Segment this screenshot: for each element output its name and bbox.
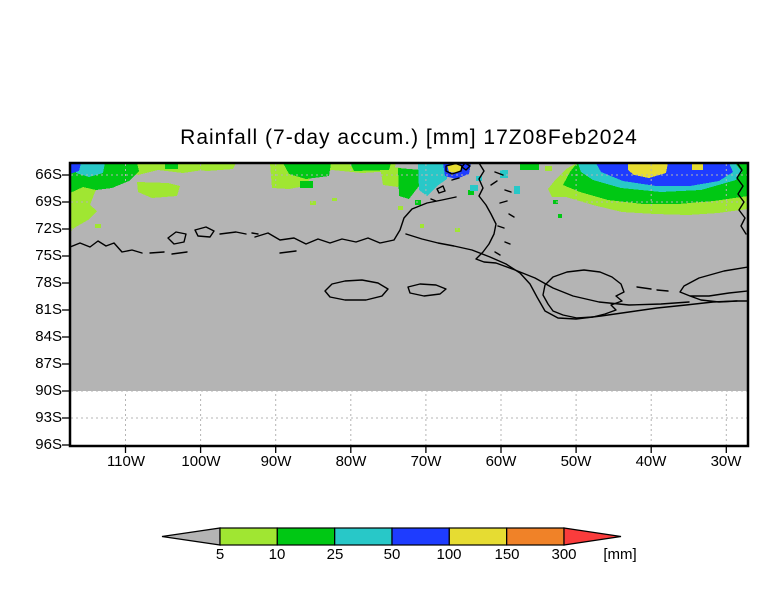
- map-border: [68, 161, 750, 448]
- lon-label-90w: 90W: [260, 453, 292, 470]
- coast-island-a: [324, 279, 389, 301]
- colorbar-arrow-above-300: [563, 527, 622, 546]
- coast-berkner-island: [542, 269, 625, 319]
- lat-label-69s: 69S: [35, 193, 62, 210]
- lat-label-72s: 72S: [35, 220, 62, 237]
- colorbar-tick-25: 25: [326, 546, 344, 563]
- lon-label-100w: 100W: [181, 453, 221, 470]
- lon-label-110w: 110W: [106, 453, 146, 470]
- lat-label-78s: 78S: [35, 274, 62, 291]
- coastlines: [71, 164, 747, 320]
- colorbar-arrow-below-5: [161, 527, 221, 546]
- coast-right-shelf: [679, 266, 747, 303]
- coast-upper-shelf: [254, 196, 457, 245]
- lon-label-40w: 40W: [635, 453, 667, 470]
- colorbar-tick-5: 5: [215, 546, 225, 563]
- lat-label-96s: 96S: [35, 436, 62, 453]
- coast-peninsula-east: [475, 164, 690, 306]
- lon-label-50w: 50W: [560, 453, 592, 470]
- lat-label-93s: 93S: [35, 409, 62, 426]
- page-title: Rainfall (7-day accum.) [mm] 17Z08Feb202…: [180, 126, 638, 149]
- colorbar: [161, 527, 622, 546]
- colorbar-cell-25-50: [334, 527, 393, 546]
- coast-dashes-east: [636, 286, 669, 292]
- colorbar-tick-50: 50: [383, 546, 401, 563]
- colorbar-cell-150-300: [506, 527, 565, 546]
- coast-right-edge: [736, 164, 747, 235]
- colorbar-tick-150: 150: [494, 546, 520, 563]
- axis-ticks: [62, 174, 727, 453]
- lat-label-90s: 90S: [35, 382, 62, 399]
- lon-label-80w: 80W: [335, 453, 367, 470]
- colorbar-tick-10: 10: [268, 546, 286, 563]
- lon-label-60w: 60W: [485, 453, 517, 470]
- lat-label-66s: 66S: [35, 166, 62, 183]
- colorbar-unit-label: [mm]: [603, 546, 637, 563]
- coast-west-antarctica: [71, 240, 297, 255]
- lat-label-81s: 81S: [35, 301, 62, 318]
- lat-label-84s: 84S: [35, 328, 62, 345]
- precip-shading: [71, 164, 747, 391]
- colorbar-cell-100-150: [448, 527, 508, 546]
- colorbar-tick-300: 300: [551, 546, 577, 563]
- lat-label-87s: 87S: [35, 355, 62, 372]
- lon-label-30w: 30W: [710, 453, 742, 470]
- coast-peninsula-tip-islands: [430, 164, 515, 256]
- colorbar-tick-100: 100: [436, 546, 462, 563]
- lon-label-70w: 70W: [410, 453, 442, 470]
- coast-south-sweep: [405, 233, 747, 320]
- lat-label-75s: 75S: [35, 247, 62, 264]
- colorbar-cell-50-100: [391, 527, 450, 546]
- colorbar-cell-5-10: [219, 527, 278, 546]
- coast-small-islands-west: [167, 226, 259, 245]
- colorbar-cell-10-25: [276, 527, 336, 546]
- coast-island-b: [407, 283, 447, 297]
